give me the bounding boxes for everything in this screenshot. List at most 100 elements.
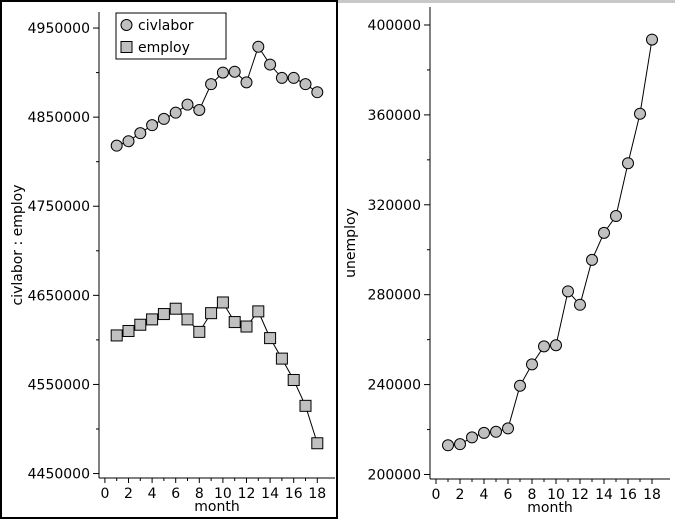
y-tick-label: 4850000 (28, 110, 90, 126)
data-point-employ (287, 373, 300, 386)
legend-marker-civlabor (120, 19, 133, 31)
data-point-civlabor (122, 135, 135, 148)
x-axis-label: month (194, 499, 239, 515)
y-tick-label: 4650000 (28, 288, 90, 304)
data-point-employ (216, 296, 229, 309)
data-point-employ (146, 313, 159, 326)
x-tick-label: 4 (148, 486, 157, 502)
data-point-civlabor (134, 127, 147, 140)
data-point-employ (264, 332, 277, 345)
data-point-civlabor (287, 71, 300, 84)
data-point-unemploy (478, 426, 490, 439)
x-axis-label: month (527, 500, 572, 516)
x-tick-label: 2 (456, 487, 465, 503)
x-tick-label: 4 (480, 487, 489, 503)
data-point-unemploy (466, 431, 478, 444)
data-point-civlabor (205, 78, 218, 91)
series-line-unemploy (447, 39, 653, 446)
x-tick-label: 6 (504, 487, 513, 503)
data-point-employ (275, 352, 288, 365)
data-point-employ (181, 313, 194, 326)
data-point-civlabor (264, 58, 277, 71)
legend-marker-employ (120, 41, 133, 53)
data-point-unemploy (550, 339, 562, 352)
data-point-civlabor (110, 139, 123, 152)
x-tick-label: 8 (528, 487, 537, 503)
legend-label-civlabor: civlabor (138, 18, 194, 34)
x-tick-label: 10 (214, 486, 232, 502)
x-tick-label: 8 (195, 486, 204, 502)
data-point-civlabor (193, 104, 206, 117)
x-tick-label: 0 (432, 487, 441, 503)
data-point-civlabor (157, 112, 170, 125)
data-point-employ (240, 320, 253, 333)
data-point-unemploy (646, 33, 658, 46)
data-point-unemploy (574, 298, 586, 311)
data-point-employ (122, 324, 135, 337)
data-point-employ (252, 305, 265, 318)
data-point-civlabor (216, 66, 229, 79)
x-tick-label: 12 (238, 486, 256, 502)
y-tick-label: 280000 (368, 288, 421, 304)
x-tick-label: 14 (261, 486, 279, 502)
data-point-employ (157, 308, 170, 321)
y-tick-label: 4950000 (28, 21, 90, 37)
left-plot-panel[interactable]: 4450000 4550000 4650000 4750000 4850000 49500… (0, 0, 338, 519)
series-line-civlabor (116, 45, 318, 147)
data-point-civlabor (181, 98, 194, 111)
x-tick-label: 16 (619, 487, 637, 503)
x-tick-label: 16 (285, 486, 303, 502)
data-point-employ (228, 316, 241, 329)
y-tick-label: 4550000 (28, 377, 90, 393)
data-point-unemploy (454, 438, 466, 451)
data-point-employ (311, 437, 324, 450)
x-tick-label: 10 (547, 487, 565, 503)
data-point-unemploy (514, 379, 526, 392)
data-point-unemploy (598, 226, 610, 239)
data-point-unemploy (634, 107, 646, 120)
right-plot-panel[interactable]: 200000 240000 280000 320000 360000 400000 0 2 4 6… (338, 0, 675, 519)
y-tick-label: 4750000 (28, 199, 90, 215)
x-tick-label: 18 (643, 487, 661, 503)
data-point-unemploy (490, 425, 502, 438)
data-point-unemploy (502, 422, 514, 435)
plot-civlabor-employ: 4450000 4550000 4650000 4750000 4850000 49500… (10, 12, 335, 515)
data-point-unemploy (442, 439, 454, 452)
data-point-civlabor (228, 65, 241, 78)
y-axis-label: civlabor : employ (10, 184, 26, 305)
y-tick-label: 200000 (368, 468, 421, 484)
y-tick-label: 240000 (368, 378, 421, 394)
x-tick-label: 0 (100, 486, 109, 502)
legend-box (115, 12, 227, 60)
x-tick-label: 2 (124, 486, 133, 502)
data-point-unemploy (538, 340, 550, 353)
data-point-civlabor (252, 40, 265, 53)
y-tick-label: 320000 (368, 198, 421, 214)
data-point-unemploy (610, 210, 622, 223)
x-tick-label: 12 (571, 487, 589, 503)
data-point-employ (205, 307, 218, 320)
data-point-civlabor (311, 86, 324, 99)
data-point-unemploy (562, 285, 574, 298)
data-point-civlabor (169, 106, 182, 119)
data-point-civlabor (240, 76, 253, 89)
data-point-unemploy (586, 253, 598, 266)
data-point-employ (299, 399, 312, 412)
x-tick-label: 6 (171, 486, 180, 502)
data-point-civlabor (146, 119, 159, 132)
data-point-civlabor (275, 71, 288, 84)
y-tick-label: 4450000 (28, 467, 90, 483)
data-point-unemploy (622, 157, 634, 170)
legend-label-employ: employ (138, 40, 190, 56)
y-tick-label: 400000 (368, 18, 421, 34)
x-tick-label: 14 (595, 487, 613, 503)
data-point-employ (110, 329, 123, 342)
x-tick-label: 18 (308, 486, 326, 502)
data-point-employ (169, 302, 182, 315)
y-tick-label: 360000 (368, 108, 421, 124)
data-point-civlabor (299, 78, 312, 91)
data-point-employ (193, 325, 206, 338)
y-axis-label: unemploy (343, 208, 359, 278)
data-point-unemploy (526, 358, 538, 371)
